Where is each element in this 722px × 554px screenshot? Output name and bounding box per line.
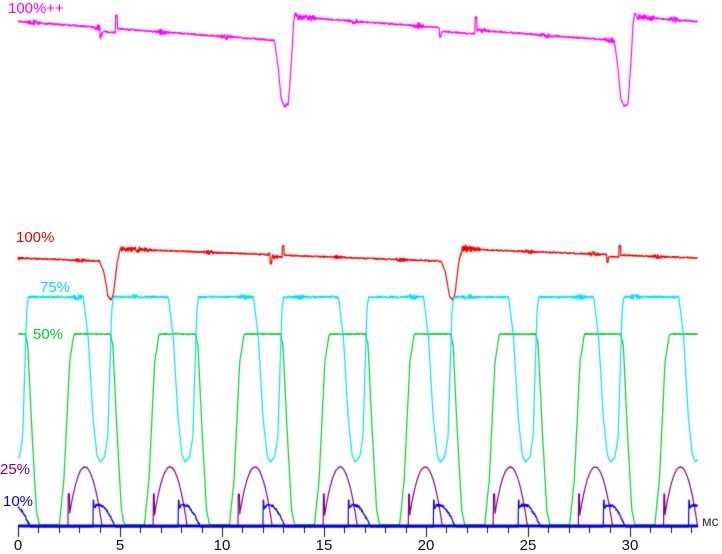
x-axis-tick-label: 15: [315, 537, 333, 554]
series-label-50: 50%: [33, 326, 64, 343]
x-axis-tick-label: 20: [417, 537, 435, 554]
series-label-10: 10%: [3, 493, 34, 510]
x-axis-tick-label: 10: [213, 537, 231, 554]
series-label-25: 25%: [0, 461, 31, 478]
x-axis-tick-label: 0: [13, 537, 23, 554]
x-axis-tick-label: 30: [621, 537, 639, 554]
x-axis-unit-label: мс: [702, 513, 719, 529]
series-label-75: 75%: [40, 279, 71, 296]
series-label-100: 100%: [16, 229, 55, 246]
series-label-100-plusplus: 100%++: [8, 0, 64, 17]
x-axis-tick-label: 5: [115, 537, 125, 554]
x-axis-tick-label: 25: [519, 537, 537, 554]
